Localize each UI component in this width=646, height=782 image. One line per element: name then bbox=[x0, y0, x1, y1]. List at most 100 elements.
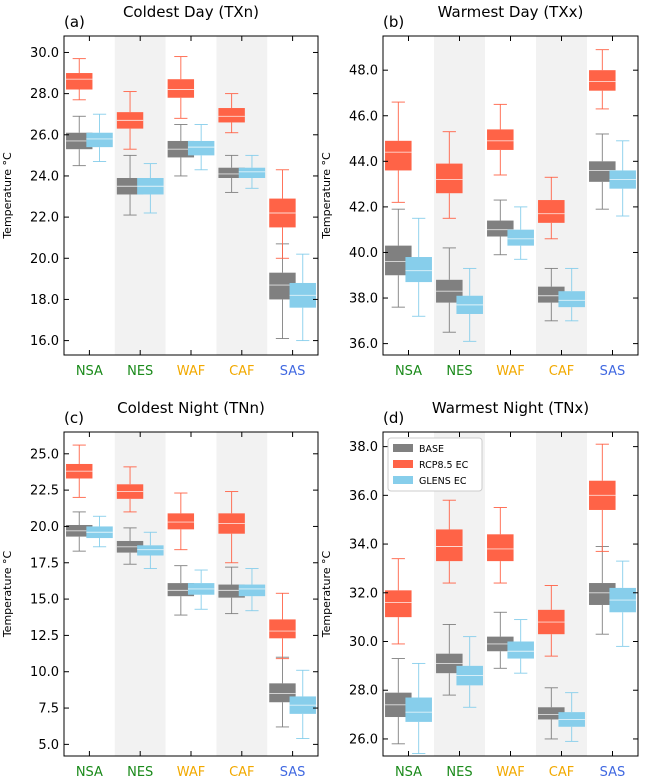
y-tick-label: 10.0 bbox=[30, 665, 59, 680]
panel-c: 5.0 7.5 10.0 12.5 15.0 17.5 20.0 22.5 25.0 NSA NES… bbox=[1, 399, 319, 780]
x-tick-label: CAF bbox=[549, 765, 574, 780]
series-base bbox=[66, 511, 296, 728]
box bbox=[589, 583, 616, 605]
series-rcp8-5-ec bbox=[66, 56, 296, 259]
panel-title: Coldest Night (TNn) bbox=[117, 399, 265, 417]
y-tick-label: 44.0 bbox=[349, 155, 378, 170]
y-tick-label: 36.0 bbox=[349, 489, 378, 504]
box bbox=[507, 641, 534, 659]
box bbox=[238, 167, 266, 179]
box bbox=[538, 286, 565, 303]
box bbox=[66, 73, 93, 90]
panel-label: (d) bbox=[383, 409, 404, 427]
box bbox=[218, 167, 245, 179]
box bbox=[86, 132, 113, 148]
x-tick-label: WAF bbox=[496, 364, 525, 379]
box bbox=[187, 140, 215, 156]
panel-title: Warmest Night (TNx) bbox=[432, 399, 589, 417]
shaded-band-nes bbox=[114, 36, 166, 355]
y-tick-label: 46.0 bbox=[349, 109, 378, 124]
box bbox=[487, 220, 514, 237]
y-tick-label: 12.5 bbox=[30, 629, 59, 644]
x-tick-label: NES bbox=[127, 364, 153, 379]
x-tick-label: NSA bbox=[395, 765, 422, 780]
y-tick-label: 5.0 bbox=[38, 738, 59, 753]
y-tick-label: 48.0 bbox=[349, 64, 378, 79]
box bbox=[269, 683, 296, 703]
shaded-band-caf bbox=[536, 432, 587, 756]
box bbox=[218, 584, 245, 598]
y-tick-label: 36.0 bbox=[349, 337, 378, 352]
y-tick-label: 15.0 bbox=[30, 593, 59, 608]
box bbox=[218, 108, 245, 123]
box bbox=[589, 70, 616, 91]
legend-label: BASE bbox=[419, 444, 444, 455]
y-tick-label: 42.0 bbox=[349, 200, 378, 215]
box bbox=[167, 79, 195, 98]
x-tick-label: CAF bbox=[549, 364, 574, 379]
x-tick-label: NSA bbox=[76, 364, 103, 379]
box bbox=[589, 161, 616, 182]
box bbox=[538, 707, 565, 720]
shaded-band-nes bbox=[114, 432, 166, 756]
x-tick-label: WAF bbox=[177, 765, 206, 780]
x-tick-label: NES bbox=[446, 364, 472, 379]
y-tick-label: 17.5 bbox=[30, 556, 59, 571]
panel-label: (a) bbox=[64, 13, 85, 31]
y-tick-label: 25.0 bbox=[30, 447, 59, 462]
y-tick-label: 20.0 bbox=[30, 252, 59, 267]
box bbox=[487, 534, 514, 562]
shaded-band-caf bbox=[216, 36, 268, 355]
panel-label: (b) bbox=[383, 13, 404, 31]
y-axis-label: Temperature °C bbox=[320, 551, 333, 639]
x-tick-label: SAS bbox=[600, 364, 626, 379]
legend-label: GLENS EC bbox=[419, 476, 467, 487]
y-tick-label: 28.0 bbox=[30, 87, 59, 102]
y-tick-label: 22.0 bbox=[30, 211, 59, 226]
series-rcp8-5-ec bbox=[385, 49, 616, 240]
series-glens-ec bbox=[405, 560, 636, 755]
y-axis-label: Temperature °C bbox=[320, 152, 333, 240]
x-tick-label: NES bbox=[446, 765, 472, 780]
x-tick-label: WAF bbox=[177, 364, 206, 379]
y-tick-label: 7.5 bbox=[38, 702, 59, 717]
legend-label: RCP8.5 EC bbox=[419, 460, 469, 471]
box bbox=[167, 513, 195, 530]
x-tick-label: SAS bbox=[600, 765, 626, 780]
box bbox=[269, 619, 296, 639]
panel-label: (c) bbox=[64, 409, 84, 427]
box bbox=[436, 163, 463, 194]
y-axis-label: Temperature °C bbox=[1, 551, 14, 639]
panel-title: Warmest Day (TXx) bbox=[438, 3, 584, 21]
box bbox=[538, 200, 565, 223]
box bbox=[167, 583, 195, 597]
y-tick-label: 30.0 bbox=[30, 46, 59, 61]
box bbox=[238, 584, 266, 597]
series-base bbox=[66, 115, 296, 339]
y-tick-label: 22.5 bbox=[30, 484, 59, 499]
panel-b: 36.0 38.0 40.0 42.0 44.0 46.0 48.0 NSA NES WAF CAF… bbox=[320, 3, 639, 379]
x-tick-label: NSA bbox=[395, 364, 422, 379]
series-rcp8-5-ec bbox=[66, 444, 296, 660]
y-tick-label: 30.0 bbox=[349, 635, 378, 650]
y-tick-label: 26.0 bbox=[30, 128, 59, 143]
panel-title: Coldest Day (TXn) bbox=[123, 3, 259, 21]
x-tick-label: SAS bbox=[280, 765, 306, 780]
series-rcp8-5-ec bbox=[385, 443, 616, 657]
y-tick-label: 34.0 bbox=[349, 538, 378, 553]
legend-swatch bbox=[393, 476, 413, 484]
box bbox=[405, 257, 432, 283]
box bbox=[405, 697, 432, 722]
legend-swatch bbox=[393, 460, 413, 468]
series-glens-ec bbox=[405, 140, 636, 342]
y-tick-label: 32.0 bbox=[349, 586, 378, 601]
x-tick-label: SAS bbox=[280, 364, 306, 379]
box bbox=[436, 529, 463, 562]
series-glens-ec bbox=[86, 113, 316, 342]
series-glens-ec bbox=[86, 515, 316, 740]
y-tick-label: 20.0 bbox=[30, 520, 59, 535]
box bbox=[137, 545, 164, 556]
box bbox=[507, 229, 534, 246]
x-tick-label: CAF bbox=[229, 364, 254, 379]
